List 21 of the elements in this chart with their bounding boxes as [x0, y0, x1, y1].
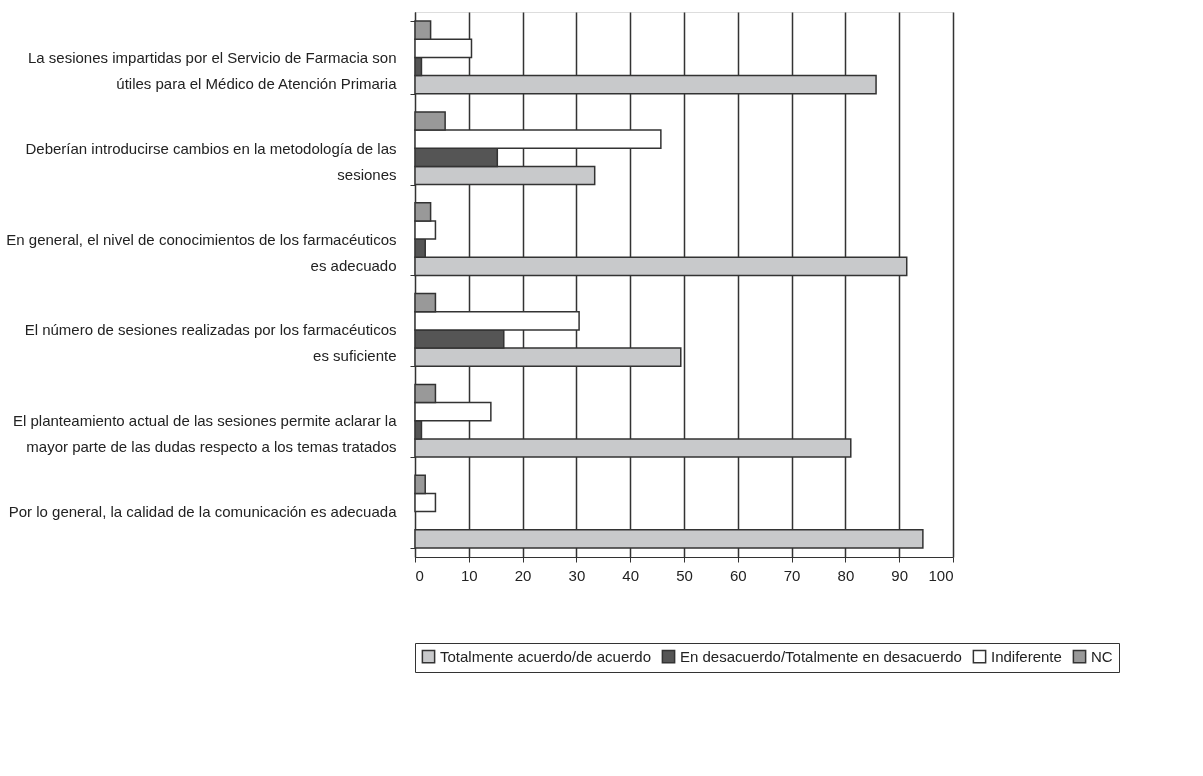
x-tick-label: 60: [729, 566, 747, 584]
y-tick-label: El número de sesiones realizadas por los farmacéuticos es suficiente: [24, 321, 397, 365]
x-tick-label: 40: [622, 566, 640, 584]
x-tick-label: 10: [460, 566, 478, 584]
y-tick-label: Por lo general, la calidad de la comunicación es adecuada: [8, 503, 398, 521]
x-tick-label: 100: [928, 566, 954, 584]
y-tick-label: En general, el nivel de conocimientos de los farmacéuticos es adecuado: [6, 230, 397, 274]
x-tick-label: 20: [514, 566, 532, 584]
legend-label: Totalmente acuerdo/de acuerdo: [440, 647, 651, 665]
x-tick-label: 70: [783, 566, 801, 584]
x-tick-label: 30: [568, 566, 586, 584]
y-tick-label: La sesiones impartidas por el Servicio de Farmacia son útiles para el Médico de Atención Primaria: [27, 48, 398, 92]
legend-label: En desacuerdo/Totalmente en desacuerdo: [680, 647, 962, 665]
legend-label: Indiferente: [991, 647, 1062, 665]
x-tick-label: 50: [676, 566, 693, 584]
x-tick-label: 90: [891, 566, 909, 584]
y-tick-label: Deberían introducirse cambios en la metodología de las sesiones: [25, 139, 397, 183]
legend-label: NC: [1091, 647, 1113, 665]
y-tick-label: El planteamiento actual de las sesiones permite aclarar la mayor parte de las dudas respecto a los temas tratados: [12, 412, 398, 456]
x-tick-label: 0: [415, 566, 424, 584]
x-tick-label: 80: [837, 566, 855, 584]
